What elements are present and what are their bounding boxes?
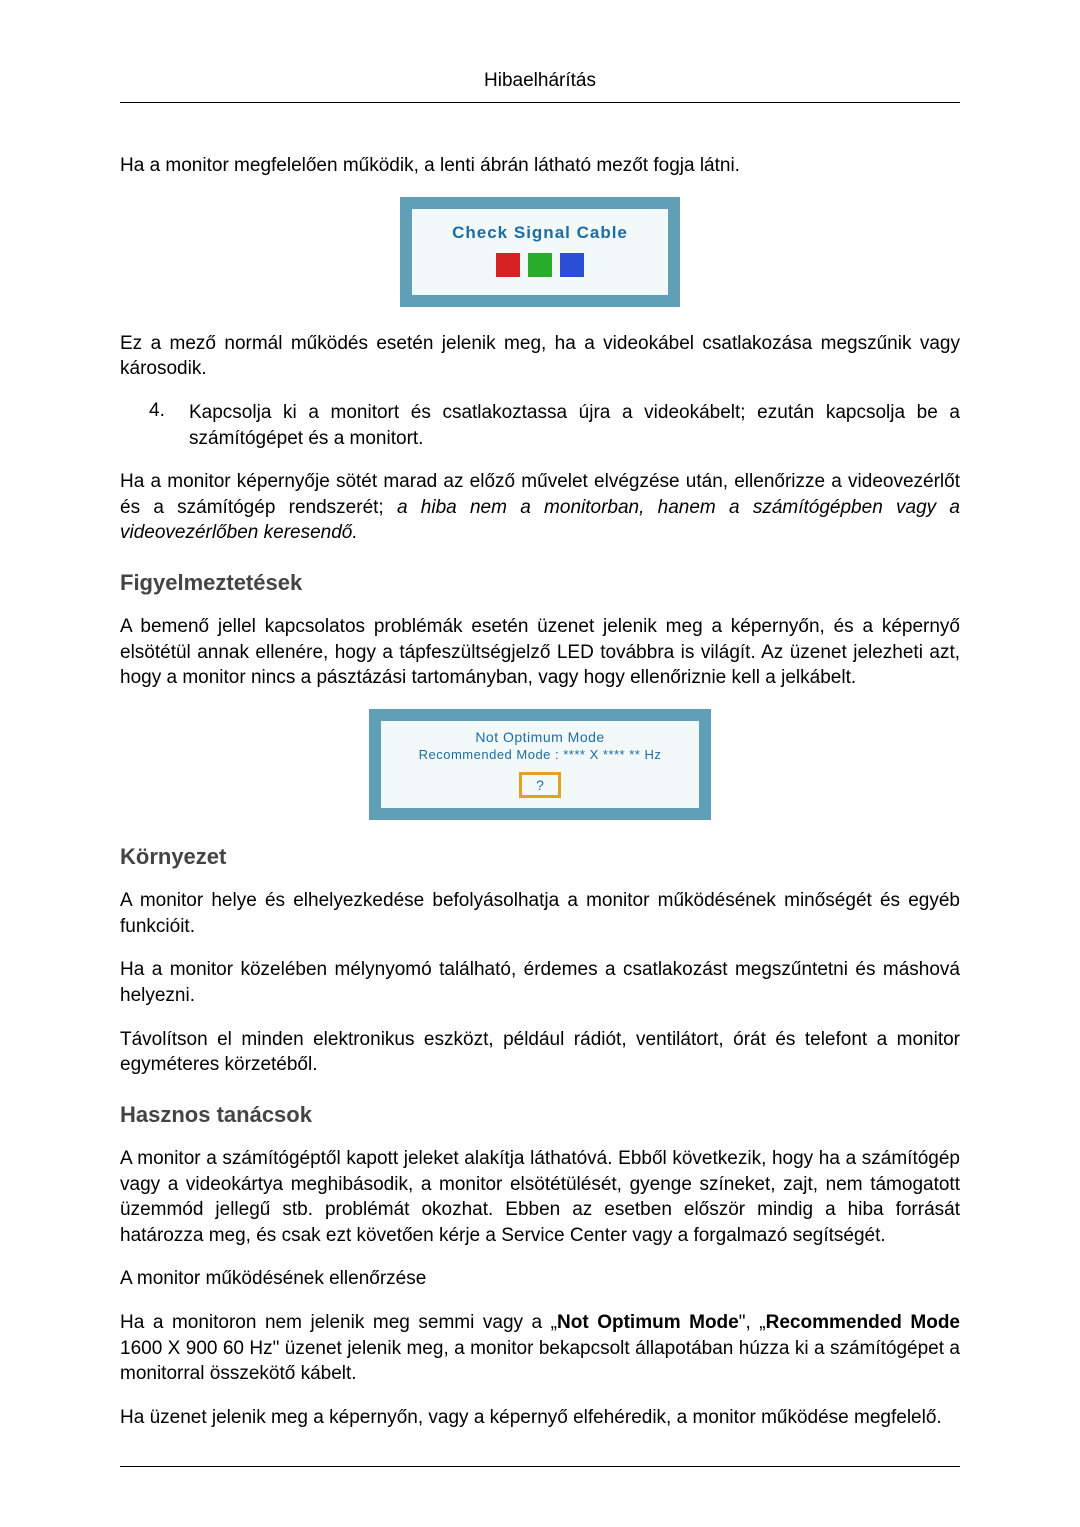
square-blue: [560, 253, 584, 277]
list-number: 4.: [146, 400, 189, 451]
list-text: Kapcsolja ki a monitort és csatlakoztass…: [189, 400, 960, 451]
para-after-osd1: Ez a mező normál működés esetén jelenik …: [120, 331, 960, 382]
tips-p2: A monitor működésének ellenőrzése: [120, 1266, 960, 1292]
section-title-tips: Hasznos tanácsok: [120, 1102, 960, 1128]
para-check-video: Ha a monitor képernyője sötét marad az e…: [120, 469, 960, 546]
osd-inner: Check Signal Cable: [412, 209, 668, 295]
osd-box: Check Signal Cable: [400, 197, 680, 307]
square-green: [528, 253, 552, 277]
list-item-4: 4. Kapcsolja ki a monitort és csatlakozt…: [146, 400, 960, 451]
osd-figure-1: Check Signal Cable: [120, 197, 960, 307]
section-title-environment: Környezet: [120, 844, 960, 870]
tips-p1: A monitor a számítógéptől kapott jeleket…: [120, 1146, 960, 1249]
tips-p4: Ha üzenet jelenik meg a képernyőn, vagy …: [120, 1405, 960, 1431]
env-p2: Ha a monitor közelében mélynyomó találha…: [120, 957, 960, 1008]
tips-p3: Ha a monitoron nem jelenik meg semmi vag…: [120, 1310, 960, 1387]
osd2-inner: Not Optimum Mode Recommended Mode : ****…: [381, 721, 699, 808]
osd2-line1: Not Optimum Mode: [395, 729, 685, 745]
osd-figure-2: Not Optimum Mode Recommended Mode : ****…: [120, 709, 960, 820]
warnings-text: A bemenő jellel kapcsolatos problémák es…: [120, 614, 960, 691]
document-page: Hibaelhárítás Ha a monitor megfelelően m…: [0, 0, 1080, 1527]
tips-p3-b1: Not Optimum Mode: [557, 1312, 739, 1333]
footer-rule: [120, 1466, 960, 1467]
osd2-line2: Recommended Mode : **** X **** ** Hz: [395, 747, 685, 762]
osd2-box: Not Optimum Mode Recommended Mode : ****…: [369, 709, 711, 820]
page-header: Hibaelhárítás: [120, 70, 960, 103]
tips-p3-pre: Ha a monitoron nem jelenik meg semmi vag…: [120, 1312, 557, 1333]
osd-message: Check Signal Cable: [452, 223, 628, 243]
tips-p3-mid: ", „: [739, 1312, 766, 1333]
color-squares: [452, 253, 628, 277]
env-p3: Távolítson el minden elektronikus eszköz…: [120, 1027, 960, 1078]
square-red: [496, 253, 520, 277]
tips-p3-post: 1600 X 900 60 Hz" üzenet jelenik meg, a …: [120, 1338, 960, 1385]
section-title-warnings: Figyelmeztetések: [120, 570, 960, 596]
osd2-button: ?: [519, 772, 561, 798]
tips-p3-b2: Recommended Mode: [766, 1312, 960, 1333]
header-title: Hibaelhárítás: [484, 70, 596, 91]
content-area: Ha a monitor megfelelően működik, a lent…: [120, 103, 960, 1431]
env-p1: A monitor helye és elhelyezkedése befoly…: [120, 888, 960, 939]
intro-text: Ha a monitor megfelelően működik, a lent…: [120, 153, 960, 179]
